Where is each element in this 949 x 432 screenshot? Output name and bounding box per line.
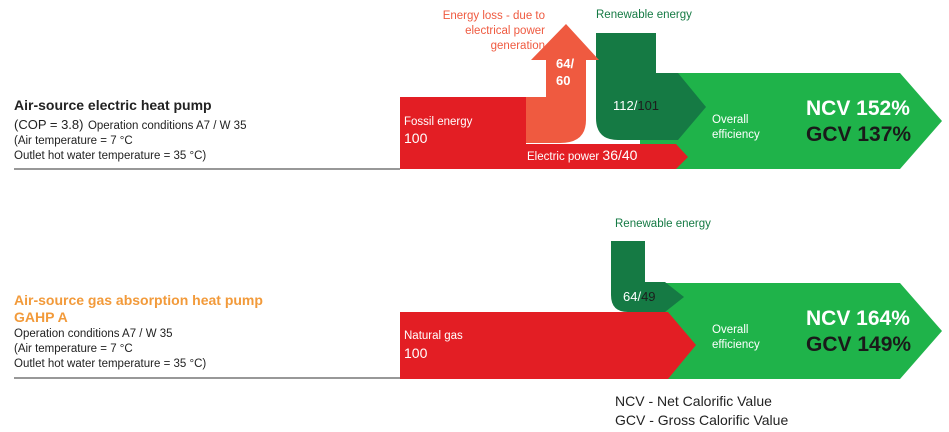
loss-value-line1: 64/ — [556, 56, 575, 71]
fossil-value: 100 — [404, 130, 428, 146]
electric-power-label: Electric power 36/40 — [527, 147, 637, 165]
gcv-1: GCV 137% — [806, 123, 912, 146]
overall-label-2: Overall efficiency — [712, 323, 760, 353]
ncv-1: NCV 152% — [806, 97, 910, 120]
gas-label: Natural gas — [404, 330, 463, 342]
electric-label-text: Electric power — [527, 151, 603, 163]
legend: NCV - Net Calorific Value GCV - Gross Ca… — [615, 392, 788, 430]
section-1-title: Air-source electric heat pump — [14, 97, 212, 113]
cop-value: (COP = 3.8) — [14, 117, 84, 132]
renewable-label-1: Renewable energy — [596, 9, 692, 21]
section-2-title: Air-source gas absorption heat pump — [14, 292, 263, 308]
energy-loss-line3: generation — [490, 40, 545, 52]
renew-value-2a: 64/ — [623, 289, 642, 304]
renewable-energy-arrow-2 — [611, 241, 684, 312]
loss-value: 64/ 60 — [556, 55, 574, 89]
overall-label-1: Overall efficiency — [712, 113, 760, 143]
overall-1-line2: efficiency — [712, 129, 760, 141]
natural-gas-arrow — [400, 312, 696, 379]
loss-value-line2: 60 — [556, 73, 571, 88]
renew-value-1b: 101 — [637, 98, 660, 113]
cop-line: (COP = 3.8) Operation conditions A7 / W … — [14, 116, 246, 134]
energy-loss-label: Energy loss - due to electrical power ge… — [420, 9, 545, 54]
overall-efficiency-arrow-2 — [640, 283, 942, 379]
ncv-2: NCV 164% — [806, 307, 910, 330]
overall-1-line1: Overall — [712, 114, 749, 126]
overall-efficiency-arrow-1 — [640, 73, 942, 169]
energy-loss-line1: Energy loss - due to — [442, 10, 545, 22]
conditions-1: Operation conditions A7 / W 35 — [87, 120, 247, 132]
fossil-label: Fossil energy — [404, 116, 473, 128]
renewable-label-2: Renewable energy — [615, 218, 711, 230]
legend-ncv: NCV - Net Calorific Value — [615, 393, 772, 409]
electric-value: 36/40 — [602, 147, 638, 163]
overall-2-line2: efficiency — [712, 339, 760, 351]
gas-value: 100 — [404, 345, 428, 361]
legend-gcv: GCV - Gross Calorific Value — [615, 412, 789, 428]
conditions-2: Operation conditions A7 / W 35 — [14, 328, 173, 340]
section-2-subtitle: GAHP A — [14, 309, 68, 325]
air-temp-2: (Air temperature = 7 °C — [14, 343, 133, 355]
renew-value-1a: 112/ — [613, 98, 638, 113]
gcv-2: GCV 149% — [806, 333, 912, 356]
renew-value-1: 112/101 — [613, 98, 659, 113]
renew-value-2b: 49 — [641, 289, 656, 304]
renewable-energy-arrow-1 — [596, 33, 706, 140]
water-temp-2: Outlet hot water temperature = 35 °C) — [14, 358, 207, 370]
overall-2-line1: Overall — [712, 324, 749, 336]
energy-loss-arrow — [526, 24, 599, 143]
electric-power-arrow — [525, 144, 688, 169]
renew-value-2: 64/49 — [623, 289, 656, 304]
energy-loss-line2: electrical power — [465, 25, 545, 37]
air-temp-1: (Air temperature = 7 °C — [14, 135, 133, 147]
fossil-energy-block — [400, 97, 526, 169]
water-temp-1: Outlet hot water temperature = 35 °C) — [14, 150, 207, 162]
